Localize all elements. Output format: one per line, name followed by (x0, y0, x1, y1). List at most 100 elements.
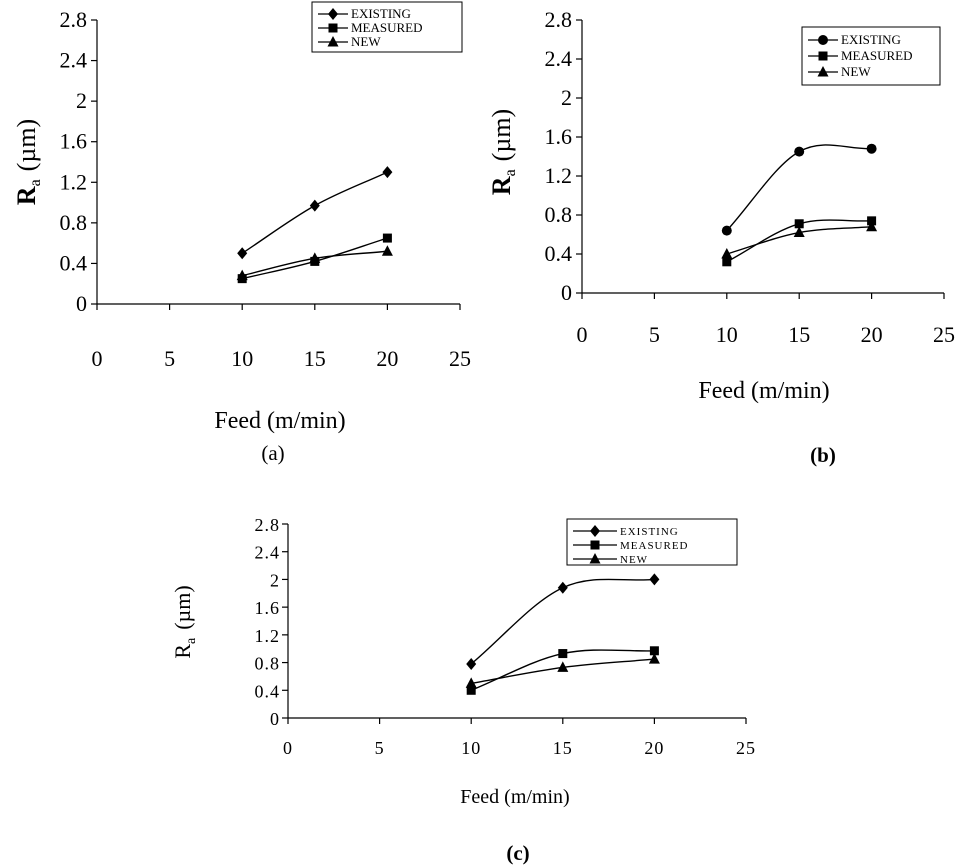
y-tick-label: 1.2 (60, 169, 88, 194)
data-point (309, 252, 321, 263)
data-point (557, 581, 568, 594)
x-tick-label: 10 (716, 322, 738, 347)
y-tick-label: 2.4 (545, 46, 573, 71)
series-measured (722, 216, 877, 267)
y-tick-label: 2.4 (60, 48, 88, 73)
data-point (236, 269, 248, 281)
panel-caption: (a) (261, 441, 284, 465)
series-new (236, 245, 393, 281)
x-tick-label: 5 (164, 346, 175, 371)
legend-label: NEW (351, 34, 381, 49)
y-tick-label: 2.8 (545, 7, 573, 32)
series-existing (237, 166, 393, 260)
y-tick-label: 2.8 (60, 7, 88, 32)
y-axis-label-unit: (µm) (487, 109, 516, 162)
x-tick-label: 20 (644, 738, 664, 758)
legend-marker (818, 51, 828, 61)
y-tick-label: 2 (76, 88, 87, 113)
y-tick-label: 2.8 (255, 515, 281, 535)
x-tick-label: 25 (449, 346, 471, 371)
data-point (794, 219, 804, 229)
y-tick-label: 0.8 (255, 654, 281, 674)
chart-panel: 0 0.4 0.8 1.2 1.6 2 2.4 2.8 0 5 10 15 20 25 Feed (m/mi… (170, 515, 756, 865)
y-axis-label-main: R (487, 176, 516, 195)
x-tick-label: 25 (736, 738, 756, 758)
y-tick-label: 0.8 (60, 210, 88, 235)
y-axis-label: Ra (µm) (170, 585, 199, 658)
y-axis-label: Ra (µm) (487, 109, 519, 195)
data-point (382, 233, 392, 243)
legend-marker (328, 23, 338, 33)
x-tick-label: 0 (577, 322, 588, 347)
y-tick-label: 1.6 (545, 124, 573, 149)
legend-marker (817, 66, 829, 77)
y-tick-label: 1.2 (255, 626, 281, 646)
legend-label: EXISTING (351, 6, 411, 21)
series-new (721, 220, 878, 259)
data-point (721, 225, 732, 236)
legend-marker (327, 36, 339, 47)
x-tick-label: 25 (933, 322, 955, 347)
x-axis-label: Feed (m/min) (214, 408, 345, 434)
y-tick-label: 0 (76, 291, 87, 316)
legend-label: MEASURED (841, 48, 913, 63)
legend-marker (589, 553, 601, 564)
y-axis-label: Ra (µm) (12, 119, 44, 205)
x-tick-label: 15 (553, 738, 573, 758)
y-axis-label-main: R (170, 644, 195, 659)
series-existing (721, 143, 877, 236)
data-point (465, 677, 477, 688)
data-point (866, 143, 877, 154)
legend-marker (818, 35, 828, 45)
legend-label: EXISTING (841, 32, 901, 47)
data-point (558, 649, 568, 659)
legend-marker (590, 540, 600, 550)
legend-marker (328, 8, 338, 20)
x-tick-label: 20 (861, 322, 883, 347)
y-axis-label-sub: a (502, 169, 519, 176)
data-point (866, 220, 878, 232)
x-tick-label: 5 (375, 738, 385, 758)
y-tick-label: 0 (561, 280, 572, 305)
x-axis-label: Feed (m/min) (698, 378, 829, 404)
legend-marker (590, 525, 600, 537)
x-tick-label: 15 (788, 322, 810, 347)
data-point (649, 646, 659, 656)
y-tick-label: 0.8 (545, 202, 573, 227)
y-tick-label: 0.4 (60, 250, 88, 275)
legend-label: EXISTING (620, 526, 679, 538)
legend-label: NEW (620, 554, 648, 566)
x-tick-label: 20 (376, 346, 398, 371)
panel-caption: (c) (506, 841, 529, 865)
panel-caption: (b) (810, 443, 836, 467)
y-tick-label: 1.2 (545, 163, 573, 188)
y-tick-label: 2 (561, 85, 572, 110)
y-tick-label: 0.4 (255, 681, 281, 701)
series-line (726, 144, 872, 232)
y-tick-label: 0.4 (545, 241, 573, 266)
chart-panel: 0 0.4 0.8 1.2 1.6 2 2.4 2.8 0 5 10 15 20 25 Feed (m/mi… (487, 7, 955, 467)
data-point (793, 226, 805, 238)
data-point (237, 247, 248, 260)
data-point (721, 248, 733, 259)
y-tick-label: 2 (270, 570, 280, 590)
data-point (794, 146, 805, 157)
y-tick-label: 1.6 (60, 129, 88, 154)
data-point (649, 573, 660, 586)
x-tick-label: 10 (231, 346, 253, 371)
legend-label: MEASURED (351, 20, 423, 35)
y-tick-label: 0 (270, 709, 280, 729)
chart-panel: 0 0.4 0.8 1.2 1.6 2 2.4 2.8 0 5 10 15 20 25 Feed (m/mi… (12, 1, 471, 465)
data-point (309, 199, 320, 212)
y-axis-label-unit: (µm) (170, 585, 195, 629)
x-tick-label: 0 (283, 738, 293, 758)
data-point (557, 661, 569, 672)
x-tick-label: 0 (92, 346, 103, 371)
data-point (382, 166, 393, 179)
series-line (241, 171, 388, 254)
legend-label: NEW (841, 64, 871, 79)
